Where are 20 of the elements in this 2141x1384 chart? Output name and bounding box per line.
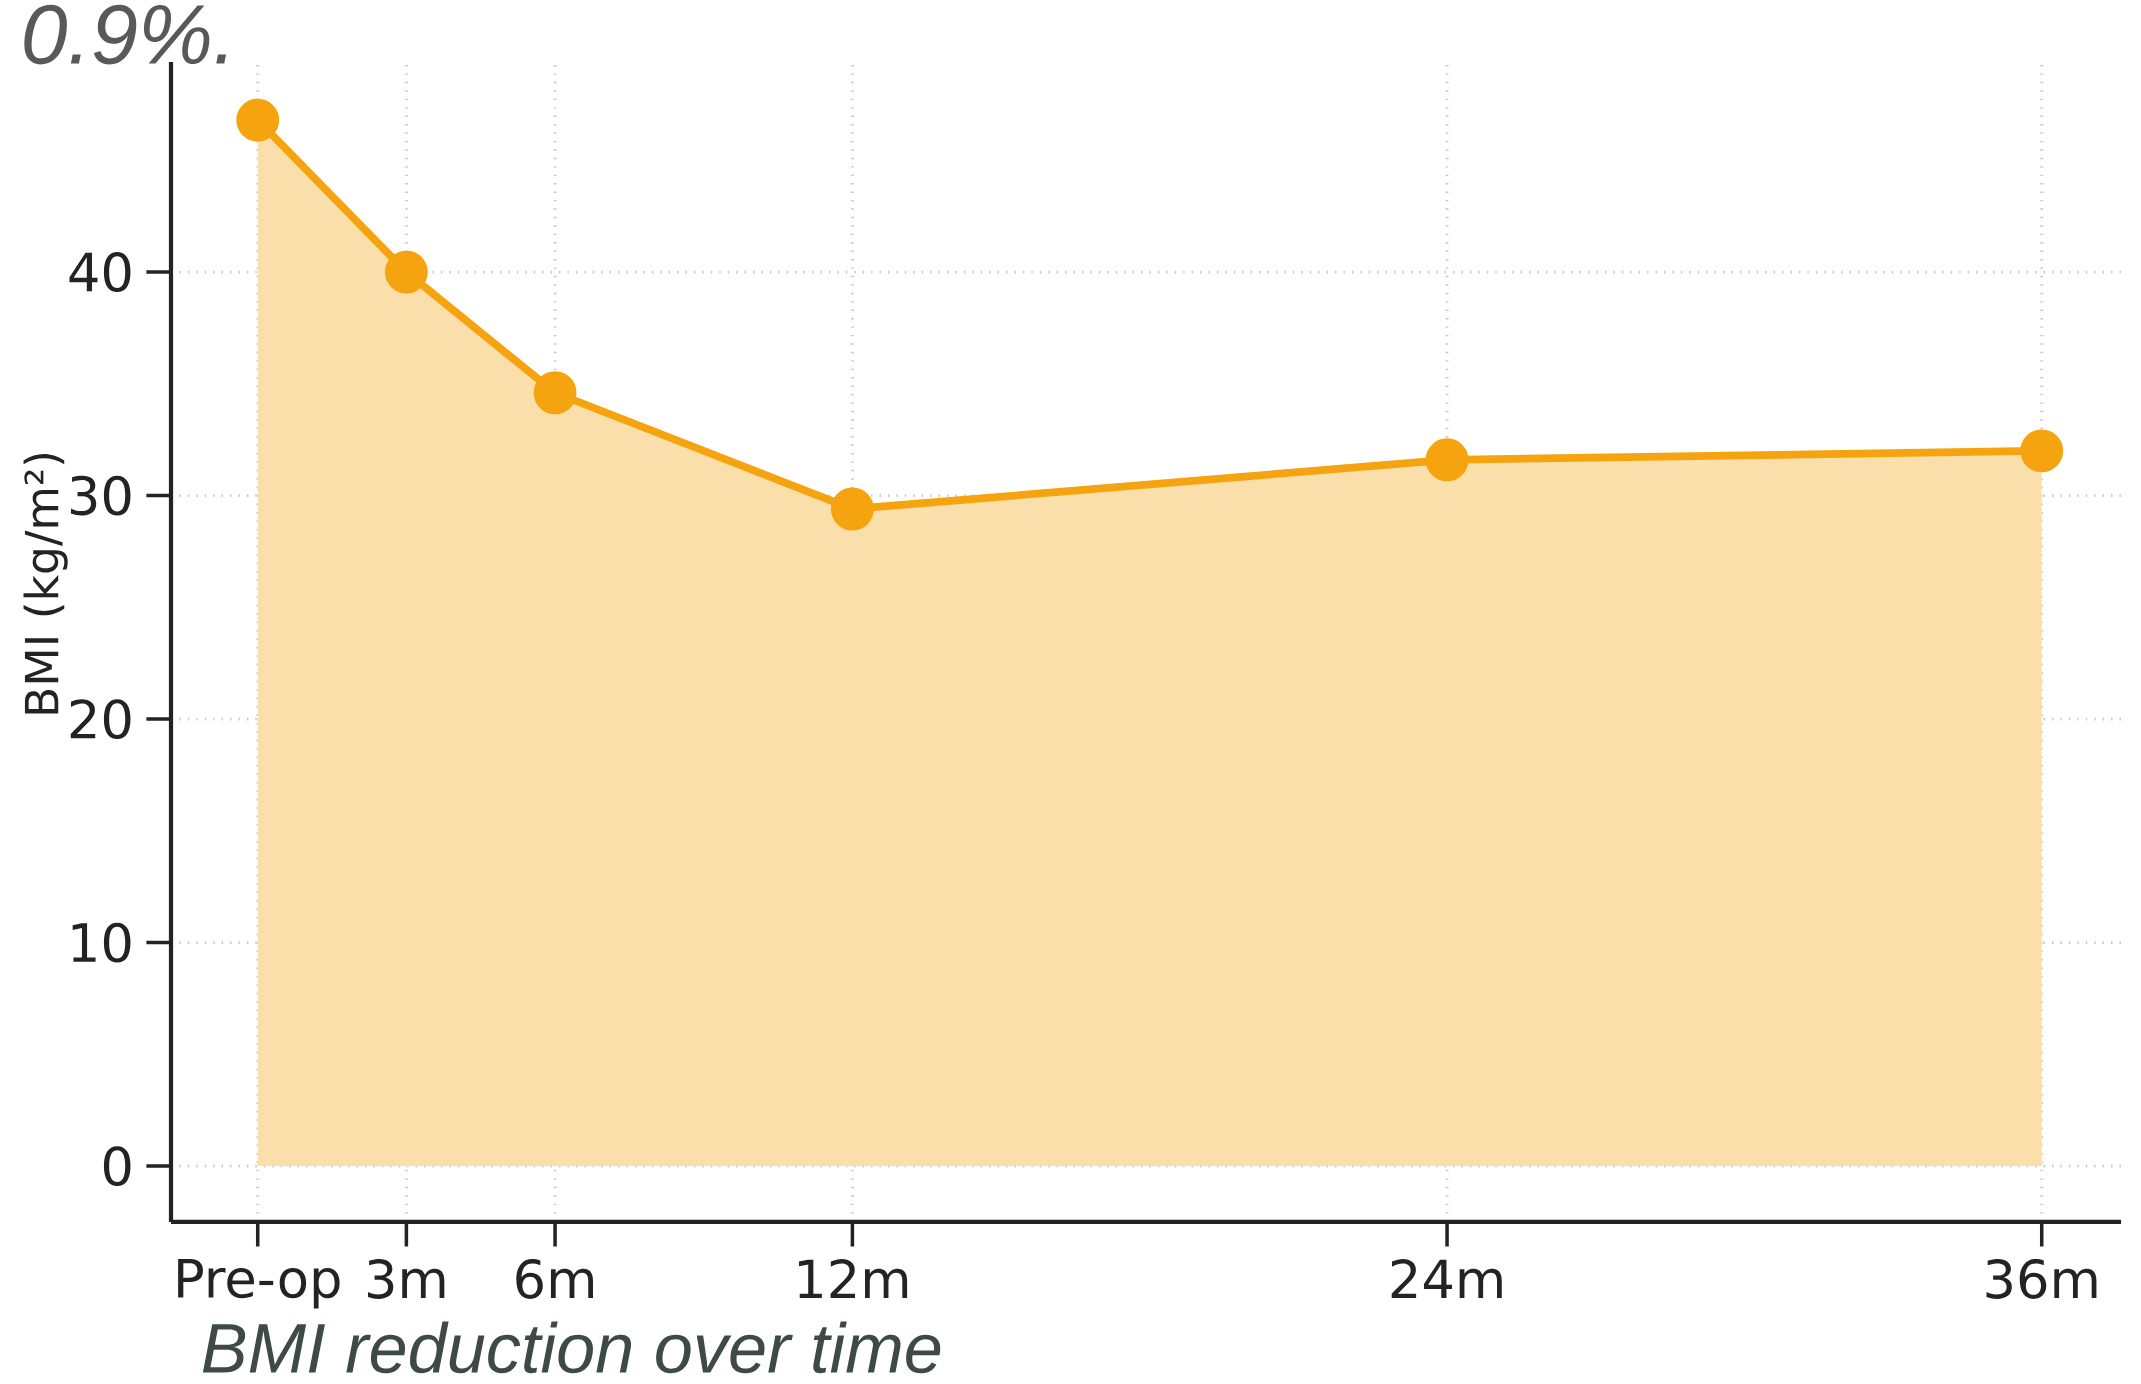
y-axis-title: BMI (kg/m²): [23, 453, 68, 714]
annotation: 0.9%.: [24, 4, 227, 65]
x-tick-label: Pre-op: [178, 1259, 340, 1309]
y-tick-label: 0: [103, 1146, 131, 1187]
text: BMI reduction over time: [202, 1321, 941, 1374]
point: [384, 250, 428, 294]
point: [236, 98, 280, 142]
x-tick-label: 24m: [1391, 1259, 1502, 1299]
y-tick-label: 20: [70, 699, 131, 740]
point: [2020, 429, 2064, 473]
x-tick-label: 12m: [798, 1259, 908, 1299]
point: [1425, 438, 1469, 482]
x-tick-label: 36m: [1986, 1259, 2097, 1299]
y-tick-label: 30: [70, 475, 131, 516]
x-tick-label: 6m: [516, 1259, 593, 1299]
y-tick-label: 40: [69, 252, 131, 293]
x-tick-label: 3m: [367, 1259, 445, 1299]
point: [830, 487, 874, 531]
point: [533, 371, 577, 415]
y-tick-label: 10: [72, 922, 131, 963]
